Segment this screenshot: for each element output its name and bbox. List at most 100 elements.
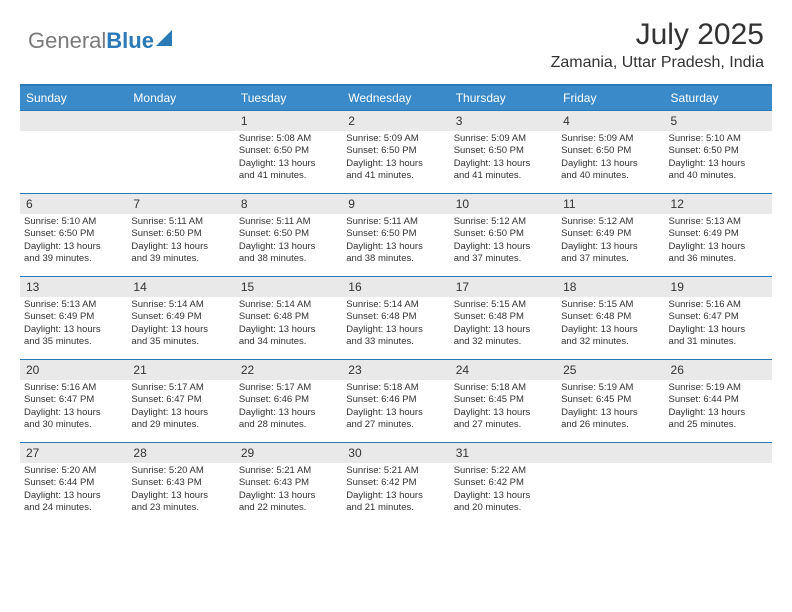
day-number (127, 111, 234, 131)
day-body: Sunrise: 5:08 AMSunset: 6:50 PMDaylight:… (235, 131, 342, 186)
day-line-sunset: Sunset: 6:50 PM (454, 145, 553, 157)
day-number: 18 (557, 277, 664, 297)
day-line-sunset: Sunset: 6:47 PM (24, 394, 123, 406)
day-number: 17 (450, 277, 557, 297)
day-line-d2: and 22 minutes. (239, 502, 338, 514)
day-number: 3 (450, 111, 557, 131)
empty-cell (557, 443, 664, 525)
day-line-sunset: Sunset: 6:49 PM (669, 228, 768, 240)
day-number: 25 (557, 360, 664, 380)
day-line-d2: and 38 minutes. (346, 253, 445, 265)
day-number: 28 (127, 443, 234, 463)
day-number: 27 (20, 443, 127, 463)
day-line-d1: Daylight: 13 hours (131, 241, 230, 253)
day-line-d2: and 20 minutes. (454, 502, 553, 514)
day-line-d2: and 38 minutes. (239, 253, 338, 265)
day-cell: 8Sunrise: 5:11 AMSunset: 6:50 PMDaylight… (235, 194, 342, 276)
day-line-sunset: Sunset: 6:47 PM (131, 394, 230, 406)
day-cell: 5Sunrise: 5:10 AMSunset: 6:50 PMDaylight… (665, 111, 772, 193)
day-line-sunrise: Sunrise: 5:14 AM (131, 299, 230, 311)
day-line-sunset: Sunset: 6:50 PM (239, 228, 338, 240)
day-line-d1: Daylight: 13 hours (239, 407, 338, 419)
day-line-sunrise: Sunrise: 5:21 AM (239, 465, 338, 477)
day-cell: 13Sunrise: 5:13 AMSunset: 6:49 PMDayligh… (20, 277, 127, 359)
title-block: July 2025 Zamania, Uttar Pradesh, India (551, 18, 764, 72)
day-line-d1: Daylight: 13 hours (131, 407, 230, 419)
day-line-sunset: Sunset: 6:46 PM (239, 394, 338, 406)
day-line-d2: and 39 minutes. (131, 253, 230, 265)
day-line-d2: and 37 minutes. (561, 253, 660, 265)
day-line-d2: and 25 minutes. (669, 419, 768, 431)
month-title: July 2025 (551, 18, 764, 52)
day-cell: 26 Sunrise: 5:19 AMSunset: 6:44 PMDayligh… (665, 360, 772, 442)
day-body: Sunrise: 5:15 AMSunset: 6:48 PMDaylight:… (450, 297, 557, 352)
day-number: 5 (665, 111, 772, 131)
day-line-d2: and 33 minutes. (346, 336, 445, 348)
day-line-sunset: Sunset: 6:48 PM (239, 311, 338, 323)
day-line-d1: Daylight: 13 hours (239, 324, 338, 336)
day-number: 23 (342, 360, 449, 380)
day-line-sunset: Sunset: 6:50 PM (561, 145, 660, 157)
day-line-sunrise: Sunrise: 5:09 AM (346, 133, 445, 145)
day-cell: 3Sunrise: 5:09 AMSunset: 6:50 PMDaylight… (450, 111, 557, 193)
day-line-d2: and 27 minutes. (346, 419, 445, 431)
day-cell: 28Sunrise: 5:20 AMSunset: 6:43 PMDayligh… (127, 443, 234, 525)
day-line-sunrise: Sunrise: 5:17 AM (239, 382, 338, 394)
logo-text-blue: Blue (106, 28, 154, 54)
day-body: Sunrise: 5:13 AMSunset: 6:49 PMDaylight:… (20, 297, 127, 352)
day-number: 24 (450, 360, 557, 380)
day-line-d1: Daylight: 13 hours (346, 407, 445, 419)
day-line-sunrise: Sunrise: 5:16 AM (669, 299, 768, 311)
day-line-sunrise: Sunrise: 5:09 AM (561, 133, 660, 145)
day-body: Sunrise: 5:21 AMSunset: 6:43 PMDaylight:… (235, 463, 342, 518)
day-number: 4 (557, 111, 664, 131)
day-line-d2: and 37 minutes. (454, 253, 553, 265)
day-number: 16 (342, 277, 449, 297)
day-line-d1: Daylight: 13 hours (346, 241, 445, 253)
day-line-d1: Daylight: 13 hours (131, 490, 230, 502)
weeks-container: 1Sunrise: 5:08 AMSunset: 6:50 PMDaylight… (20, 110, 772, 525)
week-row: 27Sunrise: 5:20 AMSunset: 6:44 PMDayligh… (20, 442, 772, 525)
day-number: 12 (665, 194, 772, 214)
day-line-d1: Daylight: 13 hours (24, 407, 123, 419)
day-cell: 21Sunrise: 5:17 AMSunset: 6:47 PMDayligh… (127, 360, 234, 442)
day-line-d1: Daylight: 13 hours (24, 241, 123, 253)
day-number: 11 (557, 194, 664, 214)
day-line-d2: and 40 minutes. (561, 170, 660, 182)
day-cell: 20Sunrise: 5:16 AMSunset: 6:47 PMDayligh… (20, 360, 127, 442)
day-line-sunrise: Sunrise: 5:19 AM (669, 382, 768, 394)
day-line-d2: and 21 minutes. (346, 502, 445, 514)
day-cell: 22Sunrise: 5:17 AMSunset: 6:46 PMDayligh… (235, 360, 342, 442)
day-body: Sunrise: 5:12 AMSunset: 6:49 PMDaylight:… (557, 214, 664, 269)
day-line-d2: and 40 minutes. (669, 170, 768, 182)
day-line-d2: and 24 minutes. (24, 502, 123, 514)
day-number: 20 (20, 360, 127, 380)
day-number (20, 111, 127, 131)
day-line-sunset: Sunset: 6:43 PM (131, 477, 230, 489)
day-line-d1: Daylight: 13 hours (561, 324, 660, 336)
day-line-sunrise: Sunrise: 5:19 AM (561, 382, 660, 394)
day-number: 26 (665, 360, 772, 380)
day-line-d1: Daylight: 13 hours (561, 407, 660, 419)
day-line-d1: Daylight: 13 hours (454, 407, 553, 419)
day-body: Sunrise: 5:09 AMSunset: 6:50 PMDaylight:… (450, 131, 557, 186)
day-line-sunset: Sunset: 6:49 PM (561, 228, 660, 240)
day-body: Sunrise: 5:11 AMSunset: 6:50 PMDaylight:… (127, 214, 234, 269)
day-cell: 12Sunrise: 5:13 AMSunset: 6:49 PMDayligh… (665, 194, 772, 276)
day-line-d2: and 32 minutes. (454, 336, 553, 348)
day-line-sunrise: Sunrise: 5:17 AM (131, 382, 230, 394)
day-line-sunset: Sunset: 6:45 PM (561, 394, 660, 406)
day-body: Sunrise: 5:14 AMSunset: 6:48 PMDaylight:… (235, 297, 342, 352)
day-line-d2: and 23 minutes. (131, 502, 230, 514)
day-line-d1: Daylight: 13 hours (239, 241, 338, 253)
day-line-sunset: Sunset: 6:42 PM (346, 477, 445, 489)
day-body: Sunrise: 5:16 AMSunset: 6:47 PMDaylight:… (665, 297, 772, 352)
day-cell: 6Sunrise: 5:10 AMSunset: 6:50 PMDaylight… (20, 194, 127, 276)
day-line-d2: and 41 minutes. (454, 170, 553, 182)
day-line-sunrise: Sunrise: 5:13 AM (669, 216, 768, 228)
calendar: SundayMondayTuesdayWednesdayThursdayFrid… (20, 84, 772, 525)
day-header: Sunday (20, 86, 127, 110)
day-body: Sunrise: 5:14 AMSunset: 6:48 PMDaylight:… (342, 297, 449, 352)
day-line-d1: Daylight: 13 hours (669, 407, 768, 419)
day-line-sunset: Sunset: 6:44 PM (669, 394, 768, 406)
